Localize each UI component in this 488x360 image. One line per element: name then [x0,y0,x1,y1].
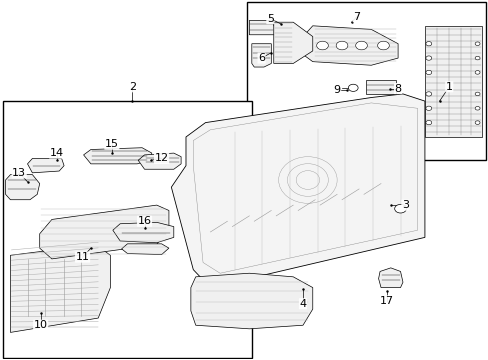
Circle shape [425,70,431,75]
Text: 14: 14 [50,148,64,158]
Text: 5: 5 [266,14,273,24]
Polygon shape [251,44,271,67]
Circle shape [425,41,431,46]
Bar [3,101,251,357]
Text: 9: 9 [333,85,340,95]
Polygon shape [5,175,40,200]
Polygon shape [113,222,173,243]
Polygon shape [424,26,482,137]
Text: 11: 11 [76,252,89,262]
Polygon shape [40,205,168,259]
Circle shape [474,42,479,45]
Circle shape [474,107,479,110]
Text: 8: 8 [394,84,401,94]
Bar [246,3,485,160]
Text: 16: 16 [137,216,151,226]
Text: 17: 17 [380,296,394,306]
Polygon shape [83,148,152,164]
Circle shape [335,41,347,50]
Circle shape [347,84,357,91]
Circle shape [394,204,406,213]
Text: 3: 3 [401,200,408,210]
Polygon shape [122,244,168,255]
Circle shape [425,121,431,125]
Text: 1: 1 [445,82,452,92]
Polygon shape [27,158,64,173]
Polygon shape [171,94,424,288]
Circle shape [355,41,366,50]
Text: 15: 15 [104,139,119,149]
Circle shape [474,121,479,125]
Text: 2: 2 [128,82,136,92]
Text: 4: 4 [299,299,306,309]
Polygon shape [378,268,402,288]
Circle shape [316,41,328,50]
Circle shape [474,92,479,96]
Circle shape [425,92,431,96]
Polygon shape [366,80,395,94]
Polygon shape [249,21,281,35]
Text: 10: 10 [34,320,48,330]
Circle shape [425,56,431,60]
Circle shape [474,71,479,74]
Circle shape [425,106,431,111]
Text: 7: 7 [352,12,360,22]
Polygon shape [293,26,397,65]
Text: 12: 12 [154,153,168,163]
Polygon shape [138,153,181,169]
Circle shape [377,41,388,50]
Text: 6: 6 [258,53,264,63]
Circle shape [474,56,479,60]
Polygon shape [10,244,110,332]
Text: 13: 13 [12,168,26,178]
Polygon shape [273,22,312,63]
Polygon shape [190,273,312,329]
